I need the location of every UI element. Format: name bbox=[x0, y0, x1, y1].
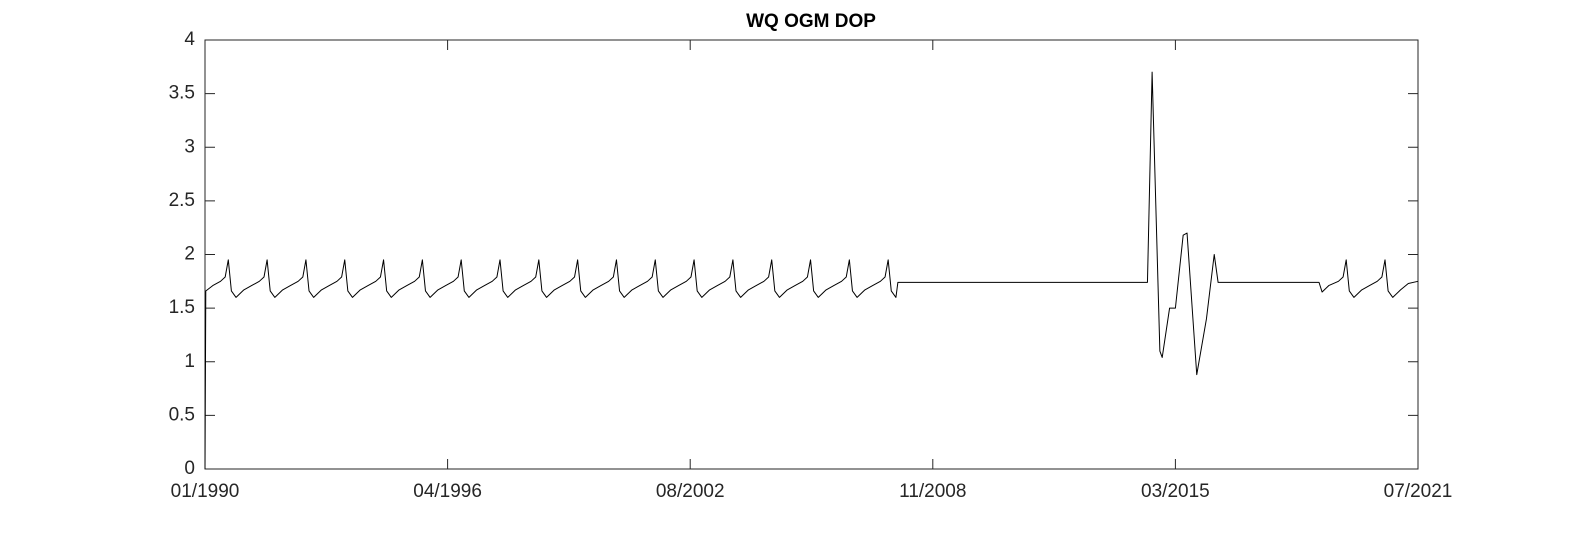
y-tick-label: 2.5 bbox=[169, 190, 195, 211]
plot-box bbox=[204, 39, 1419, 470]
y-tick-label: 4 bbox=[184, 29, 195, 50]
x-tick-label: 08/2002 bbox=[656, 481, 725, 502]
y-tick-label: 2 bbox=[184, 244, 195, 265]
x-tick-label: 11/2008 bbox=[899, 481, 966, 502]
y-tick-label: 3.5 bbox=[169, 83, 195, 104]
y-tick-label: 0.5 bbox=[169, 404, 195, 425]
data-line bbox=[204, 71, 1419, 470]
y-tick-label: 3 bbox=[184, 136, 195, 157]
chart-title: WQ OGM DOP bbox=[746, 11, 876, 32]
y-tick-label: 1 bbox=[184, 351, 195, 372]
x-tick-label: 01/1990 bbox=[171, 481, 240, 502]
x-tick-label: 07/2021 bbox=[1384, 481, 1453, 502]
y-tick-label: 1.5 bbox=[169, 297, 195, 318]
x-tick-label: 04/1996 bbox=[413, 481, 482, 502]
x-tick-label: 03/2015 bbox=[1141, 481, 1210, 502]
y-tick-label: 0 bbox=[184, 458, 195, 479]
